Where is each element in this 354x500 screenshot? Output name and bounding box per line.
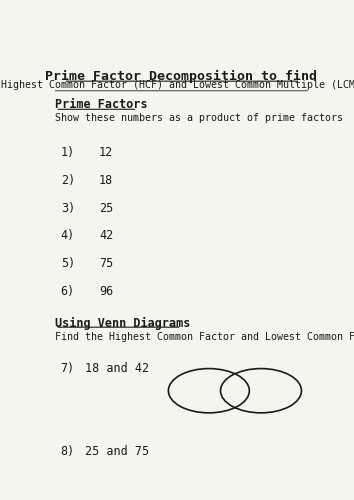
Text: Prime Factors: Prime Factors [55, 98, 148, 112]
Text: 4): 4) [61, 230, 75, 242]
Text: Prime Factor Decomposition to find: Prime Factor Decomposition to find [45, 70, 318, 82]
Text: 1): 1) [61, 146, 75, 159]
Text: 3): 3) [61, 202, 75, 214]
Text: 7): 7) [61, 362, 75, 375]
Text: 18 and 42: 18 and 42 [85, 362, 149, 375]
Text: Show these numbers as a product of prime factors: Show these numbers as a product of prime… [55, 113, 343, 123]
Text: 12: 12 [99, 146, 113, 159]
Text: Using Venn Diagrams: Using Venn Diagrams [55, 316, 190, 330]
Text: 42: 42 [99, 230, 113, 242]
Text: 96: 96 [99, 285, 113, 298]
Text: 18: 18 [99, 174, 113, 187]
Text: 2): 2) [61, 174, 75, 187]
Text: Find the Highest Common Factor and Lowest Common Factor of: Find the Highest Common Factor and Lowes… [55, 332, 354, 342]
Text: 25 and 75: 25 and 75 [85, 444, 149, 458]
Text: 8): 8) [61, 444, 75, 458]
Text: 6): 6) [61, 285, 75, 298]
Text: Highest Common Factor (HCF) and Lowest Common Multiple (LCM): Highest Common Factor (HCF) and Lowest C… [1, 80, 354, 90]
Text: 5): 5) [61, 257, 75, 270]
Text: 25: 25 [99, 202, 113, 214]
Text: 75: 75 [99, 257, 113, 270]
